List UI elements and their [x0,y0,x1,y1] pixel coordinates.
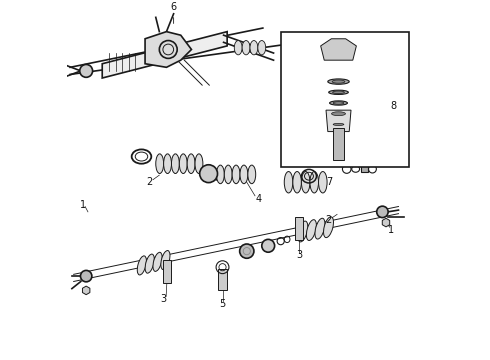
Polygon shape [102,32,227,78]
Ellipse shape [187,154,195,174]
Text: 4: 4 [255,194,262,204]
Bar [218,269,227,291]
Bar [295,217,303,240]
Ellipse shape [328,79,349,84]
Ellipse shape [248,165,256,184]
Bar [281,32,409,167]
Ellipse shape [161,251,170,270]
Ellipse shape [306,220,317,240]
Ellipse shape [195,154,203,174]
Ellipse shape [137,256,147,275]
Text: 3: 3 [296,251,302,260]
Ellipse shape [333,123,344,126]
Ellipse shape [172,154,179,174]
Ellipse shape [333,91,344,94]
Ellipse shape [332,112,345,116]
Ellipse shape [284,172,293,193]
Ellipse shape [327,111,350,117]
Ellipse shape [217,165,224,184]
Ellipse shape [332,80,345,83]
Polygon shape [382,218,390,227]
Circle shape [240,244,254,258]
Ellipse shape [234,41,242,55]
Text: 1: 1 [388,225,394,235]
Ellipse shape [333,102,344,104]
Text: 3: 3 [161,294,167,303]
Text: 8: 8 [391,101,397,111]
Bar [333,128,344,160]
Text: 2: 2 [146,176,152,186]
Ellipse shape [330,123,347,126]
Circle shape [80,270,92,282]
Ellipse shape [258,41,266,55]
Ellipse shape [240,165,248,184]
Polygon shape [145,32,192,67]
Ellipse shape [232,165,240,184]
Ellipse shape [298,221,308,242]
Bar [361,166,368,172]
Bar [163,260,171,283]
Ellipse shape [224,165,232,184]
Ellipse shape [250,41,258,55]
Text: 2: 2 [325,215,331,225]
Ellipse shape [330,101,347,105]
Ellipse shape [145,254,154,273]
Ellipse shape [242,41,250,55]
Ellipse shape [156,154,164,174]
Text: 6: 6 [171,2,177,23]
Ellipse shape [315,218,325,239]
Ellipse shape [301,172,310,193]
Text: 7: 7 [326,176,333,186]
Polygon shape [82,286,90,295]
Ellipse shape [310,172,318,193]
Ellipse shape [179,154,187,174]
Circle shape [377,206,388,217]
Ellipse shape [329,90,348,94]
Polygon shape [320,39,356,60]
Text: 1: 1 [79,200,86,210]
Ellipse shape [153,252,162,271]
Circle shape [262,239,274,252]
Ellipse shape [164,154,171,174]
Ellipse shape [323,217,334,238]
Ellipse shape [293,172,301,193]
Text: 5: 5 [220,298,225,309]
Ellipse shape [318,172,327,193]
Polygon shape [326,110,351,131]
Circle shape [80,64,93,77]
Circle shape [199,165,218,183]
